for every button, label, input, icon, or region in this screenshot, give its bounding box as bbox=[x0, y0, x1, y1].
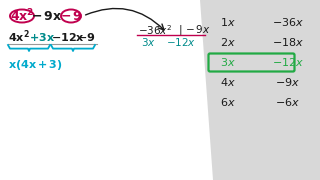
Text: $2x$: $2x$ bbox=[220, 36, 236, 48]
Text: $-18x$: $-18x$ bbox=[272, 36, 304, 48]
Text: $-36x$: $-36x$ bbox=[272, 16, 304, 28]
Text: $-6x$: $-6x$ bbox=[276, 96, 300, 108]
Text: $\mathbf{-\,9}$: $\mathbf{-\,9}$ bbox=[60, 10, 82, 22]
Text: $\mathbf{-12x}$: $\mathbf{-12x}$ bbox=[51, 31, 85, 43]
Text: $\mathbf{x(4x+3)}$: $\mathbf{x(4x+3)}$ bbox=[8, 58, 63, 72]
Text: $\mathbf{-\,9x}$: $\mathbf{-\,9x}$ bbox=[31, 10, 62, 22]
Text: $3x$: $3x$ bbox=[141, 36, 156, 48]
Text: $\mathbf{4x^2}$: $\mathbf{4x^2}$ bbox=[8, 29, 30, 45]
Text: $-36x^2$: $-36x^2$ bbox=[138, 23, 172, 37]
Text: $3x$: $3x$ bbox=[220, 56, 236, 68]
Text: $4x$: $4x$ bbox=[220, 76, 236, 88]
Text: $\mathbf{+3x}$: $\mathbf{+3x}$ bbox=[29, 31, 55, 43]
Text: $\mathbf{4x^2}$: $\mathbf{4x^2}$ bbox=[10, 8, 34, 24]
Text: $6x$: $6x$ bbox=[220, 96, 236, 108]
Text: $1x$: $1x$ bbox=[220, 16, 236, 28]
Polygon shape bbox=[200, 0, 320, 180]
Text: $-12x$: $-12x$ bbox=[166, 36, 196, 48]
Text: $|\,-9x$: $|\,-9x$ bbox=[178, 23, 211, 37]
Text: $-12x$: $-12x$ bbox=[272, 56, 304, 68]
Text: $-9x$: $-9x$ bbox=[276, 76, 300, 88]
Text: $\mathbf{-9}$: $\mathbf{-9}$ bbox=[77, 31, 95, 43]
